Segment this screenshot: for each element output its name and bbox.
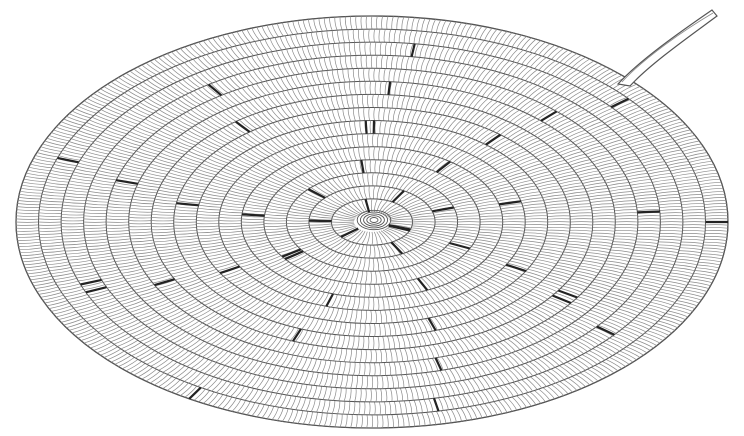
rope-tail-inner-line (621, 12, 714, 83)
splice-mark (188, 386, 202, 400)
splice-mark (434, 357, 443, 371)
rope-tail-outline (616, 9, 718, 87)
splice-mark (57, 156, 79, 164)
splice-mark (281, 248, 302, 258)
coil-turn-segments (308, 185, 436, 259)
coil-turn (218, 133, 526, 311)
splice-mark (596, 325, 615, 336)
coil-turn-segments (128, 81, 616, 363)
splice-mark (219, 265, 241, 275)
coil-centre-knot (356, 209, 392, 231)
coil-turn (240, 146, 504, 298)
splice-mark (176, 202, 199, 207)
splice-mark (416, 277, 429, 291)
coil-turn (105, 67, 639, 377)
coil-turn-segments (173, 107, 571, 337)
splice-mark (410, 43, 416, 58)
knot-loop (369, 217, 379, 223)
coil-turn (308, 185, 436, 259)
coil-turn (128, 80, 616, 364)
splice-mark (432, 206, 454, 213)
splice-mark (637, 210, 660, 214)
coil-turn-segments (151, 94, 593, 350)
splice-mark (449, 241, 471, 250)
splice-mark (610, 97, 629, 109)
splice-mark (292, 328, 302, 342)
splice-mark (364, 120, 368, 134)
coil-turn-segments (286, 172, 458, 272)
splice-mark (485, 133, 502, 146)
splice-mark (154, 278, 175, 287)
splice-mark (388, 224, 410, 232)
splice-mark (436, 160, 451, 173)
coil-turn-segments (218, 133, 526, 311)
coil-turn (60, 41, 684, 403)
splice-mark (85, 286, 107, 294)
splice-mark (540, 110, 558, 122)
splice-mark (364, 198, 371, 213)
splice-mark (80, 278, 102, 286)
splice-mark (390, 241, 404, 255)
coil-turn-segments (83, 55, 661, 389)
coil-turn-segments (196, 120, 548, 324)
splice-mark (432, 397, 440, 412)
splice-mark (207, 83, 223, 97)
splice-mark (340, 227, 359, 238)
splice-mark (498, 200, 522, 206)
splice-mark (552, 294, 572, 305)
coil-rings (15, 15, 729, 429)
knot-loop (359, 211, 389, 229)
coil-turn (173, 107, 571, 337)
coil-turn (331, 198, 413, 246)
coil-accent-marks (57, 43, 728, 412)
coil-turn (285, 172, 459, 272)
splice-mark (308, 219, 332, 223)
coil-turn (150, 93, 594, 351)
coil-turn (83, 54, 661, 390)
coil-turn-segments (106, 68, 638, 376)
splice-mark (427, 317, 437, 332)
knot-loop (363, 213, 385, 227)
coil-turn-segments (241, 146, 503, 298)
splice-mark (557, 289, 578, 299)
splice-mark (391, 190, 405, 203)
coil-turn (195, 120, 549, 324)
splice-mark (505, 263, 527, 273)
coil-turn-segments (38, 29, 706, 415)
splice-mark (387, 81, 392, 95)
splice-mark (284, 250, 304, 261)
splice-mark (235, 120, 251, 133)
splice-mark (360, 159, 365, 174)
coil-turn (263, 159, 481, 285)
coil-turn-segments (331, 198, 413, 246)
rope-tail (616, 9, 718, 87)
splice-mark (307, 188, 326, 199)
coil-turn-segments (263, 159, 481, 285)
splice-mark (325, 293, 334, 307)
knot-loop (366, 215, 382, 225)
knot-loop (356, 209, 392, 231)
splice-mark (241, 213, 265, 217)
splice-mark (115, 179, 138, 185)
